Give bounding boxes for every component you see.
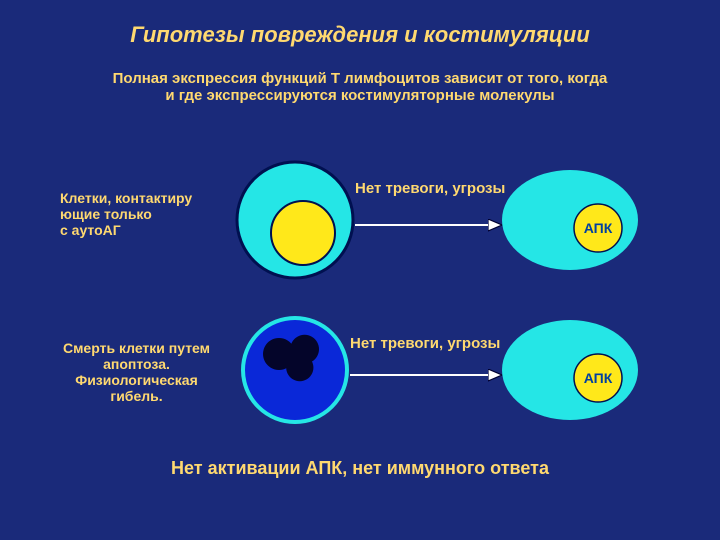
row1-arrow-label: Нет тревоги, угрозы	[355, 180, 505, 197]
row1-label-l2: ющие только	[60, 206, 152, 222]
row2-apc-label: АПК	[584, 370, 613, 386]
row2-label-l3: Физиологическая	[75, 372, 198, 388]
row1-apc-label: АПК	[584, 220, 613, 236]
row1-left-label: Клетки, контактиру ющие только с аутоАГ	[60, 190, 225, 238]
row2-left-label: Смерть клетки путем апоптоза. Физиологич…	[44, 340, 229, 404]
row2-arrow-label: Нет тревоги, угрозы	[350, 335, 500, 352]
row1-label-l3: с аутоАГ	[60, 222, 121, 238]
footer-text: Нет активации АПК, нет иммунного ответа	[0, 458, 720, 479]
row2-label-l4: гибель.	[110, 388, 162, 404]
row2-label-l2: апоптоза.	[103, 356, 170, 372]
row1-cell-nucleus	[271, 201, 335, 265]
row2-label-l1: Смерть клетки путем	[63, 340, 210, 356]
row1-label-l1: Клетки, контактиру	[60, 190, 192, 206]
